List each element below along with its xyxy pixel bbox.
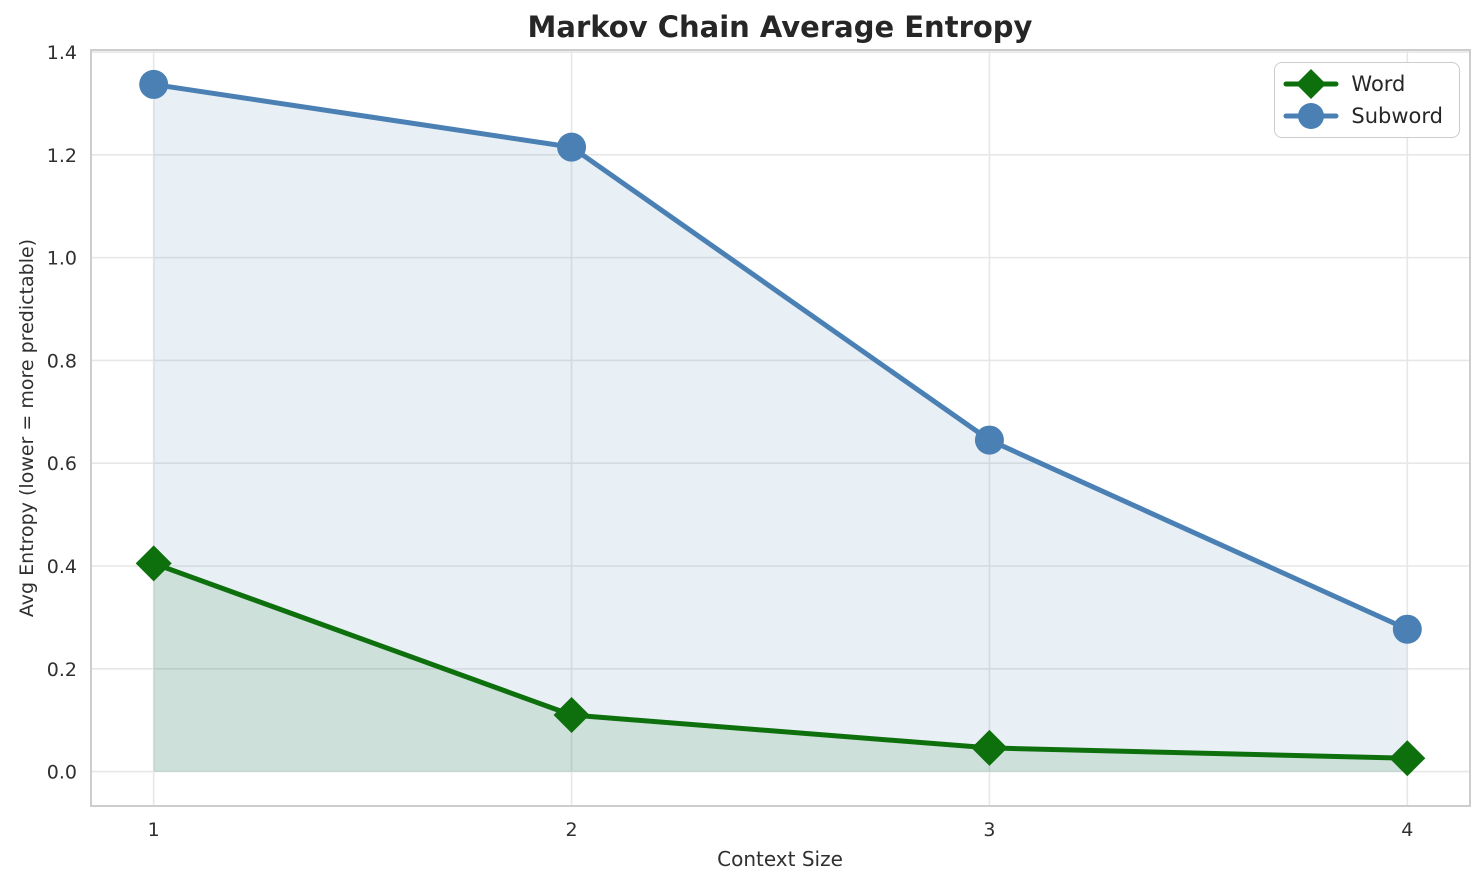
legend-diamond-icon	[1283, 69, 1339, 99]
plot-border	[90, 49, 1471, 807]
area-fill-word	[153, 563, 1408, 772]
series-line-word	[151, 560, 1410, 761]
series-line-subword	[151, 81, 1410, 632]
y-tick-label: 0.4	[47, 556, 77, 578]
legend: Word Subword	[1274, 62, 1460, 138]
legend-item-word: Word	[1283, 69, 1443, 99]
y-tick-label: 0.2	[47, 659, 77, 681]
area-fill-subword	[153, 84, 1408, 772]
legend-label: Subword	[1351, 104, 1443, 128]
data-point-diamond	[553, 697, 590, 734]
x-tick-label: 2	[566, 819, 578, 841]
y-tick-label: 0.8	[47, 350, 77, 372]
legend-item-subword: Subword	[1283, 101, 1443, 131]
y-tick-label: 0.0	[47, 762, 77, 784]
y-tick-label: 1.0	[47, 248, 77, 270]
x-tick-label: 4	[1401, 819, 1413, 841]
x-tick-label: 3	[983, 819, 995, 841]
data-point-circle	[974, 425, 1004, 455]
data-point-circle	[557, 132, 587, 162]
data-point-diamond	[971, 729, 1008, 766]
x-tick-label: 1	[148, 819, 160, 841]
chart-title: Markov Chain Average Entropy	[527, 10, 1033, 44]
y-tick-label: 1.4	[47, 42, 77, 64]
data-point-diamond	[1389, 740, 1426, 777]
data-point-circle	[1392, 614, 1422, 644]
data-point-diamond	[135, 545, 172, 582]
y-tick-label: 1.2	[47, 145, 77, 167]
data-point-circle	[139, 69, 169, 99]
legend-circle-icon	[1283, 103, 1339, 129]
x-axis-label: Context Size	[717, 847, 843, 871]
y-tick-label: 0.6	[47, 453, 77, 475]
legend-label: Word	[1351, 72, 1406, 96]
